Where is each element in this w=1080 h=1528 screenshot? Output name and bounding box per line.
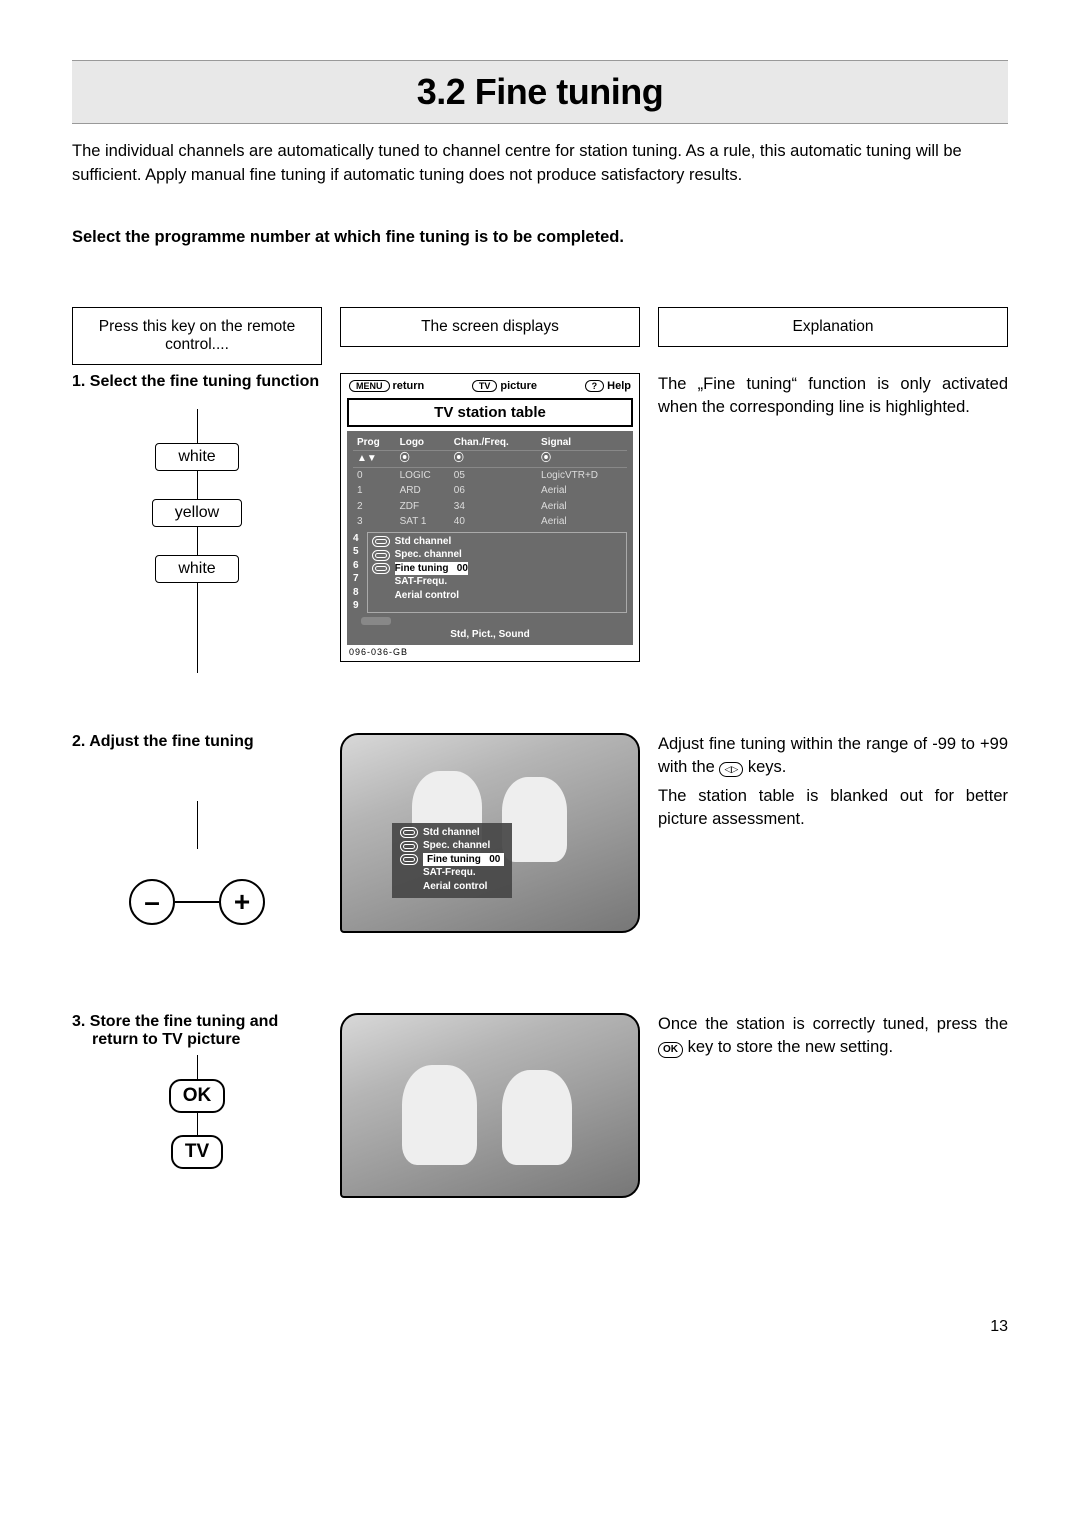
instruction-line: Select the programme number at which fin… [72, 228, 1008, 247]
table-row: 2ZDF34Aerial [353, 499, 627, 515]
remote-key-plus[interactable]: + [219, 879, 265, 925]
step2-explanation: Adjust fine tuning within the range of -… [658, 733, 1008, 831]
column-header-explanation: Explanation [658, 307, 1008, 347]
osd-header-row: MENUreturn TVpicture ?Help [345, 378, 635, 394]
step2-title: 2. Adjust the fine tuning [72, 733, 322, 751]
remote-key-white-2[interactable]: white [155, 555, 238, 583]
step1-remote-keys: white yellow white [72, 409, 322, 673]
station-table-title: TV station table [347, 398, 633, 427]
tv-picture-preview-1: Std channel Spec. channel Fine tuning 00… [340, 733, 640, 933]
osd-overlay-menu: Std channel Spec. channel Fine tuning 00… [392, 823, 512, 899]
help-pill-icon: ? [585, 380, 605, 392]
left-right-nav-icon: ◁▷ [719, 762, 743, 777]
column-header-screen: The screen displays [340, 307, 640, 347]
osd-icon [372, 536, 390, 547]
osd-code: 096-036-GB [349, 647, 635, 657]
osd-icon [372, 550, 390, 561]
remote-key-minus[interactable]: – [129, 879, 175, 925]
tv-pill-icon: TV [472, 380, 498, 392]
step-1: 1. Select the fine tuning function white… [72, 373, 1008, 673]
table-row: 0LOGIC05LogicVTR+D [353, 467, 627, 483]
table-row: 3SAT 140Aerial [353, 514, 627, 530]
step-3: 3. Store the fine tuning and return to T… [72, 1013, 1008, 1198]
osd-screen-1: MENUreturn TVpicture ?Help TV station ta… [340, 373, 640, 663]
step3-screen [340, 1013, 640, 1198]
step-2: 2. Adjust the fine tuning – + Std channe… [72, 733, 1008, 933]
step2-left: 2. Adjust the fine tuning – + [72, 733, 322, 925]
step1-screen: MENUreturn TVpicture ?Help TV station ta… [340, 373, 640, 663]
section-title: 3.2 Fine tuning [72, 71, 1008, 113]
remote-key-yellow[interactable]: yellow [152, 499, 242, 527]
station-table-panel: Prog Logo Chan./Freq. Signal ▲▼ ⦿ ⦿ ⦿ 0L… [347, 431, 633, 646]
step1-explanation: The „Fine tuning“ function is only activ… [658, 373, 1008, 419]
osd-icon [372, 563, 390, 574]
intro-paragraph: The individual channels are automaticall… [72, 140, 1008, 188]
step3-left: 3. Store the fine tuning and return to T… [72, 1013, 322, 1169]
step3-explanation: Once the station is correctly tuned, pre… [658, 1013, 1008, 1059]
ok-inline-icon: OK [658, 1042, 683, 1058]
remote-key-tv[interactable]: TV [171, 1135, 223, 1169]
station-table: Prog Logo Chan./Freq. Signal ▲▼ ⦿ ⦿ ⦿ 0L… [353, 435, 627, 530]
step3-title: 3. Store the fine tuning and return to T… [72, 1013, 322, 1049]
column-header-remote: Press this key on the remote control.... [72, 307, 322, 365]
tv-picture-preview-2 [340, 1013, 640, 1198]
step1-title: 1. Select the fine tuning function [72, 373, 322, 391]
menu-pill-icon: MENU [349, 380, 390, 392]
step2-screen: Std channel Spec. channel Fine tuning 00… [340, 733, 640, 933]
remote-key-ok[interactable]: OK [169, 1079, 226, 1113]
section-title-bar: 3.2 Fine tuning [72, 60, 1008, 124]
step1-left: 1. Select the fine tuning function white… [72, 373, 322, 673]
remote-key-white-1[interactable]: white [155, 443, 238, 471]
table-row: 1ARD06Aerial [353, 483, 627, 499]
page-number: 13 [72, 1318, 1008, 1336]
